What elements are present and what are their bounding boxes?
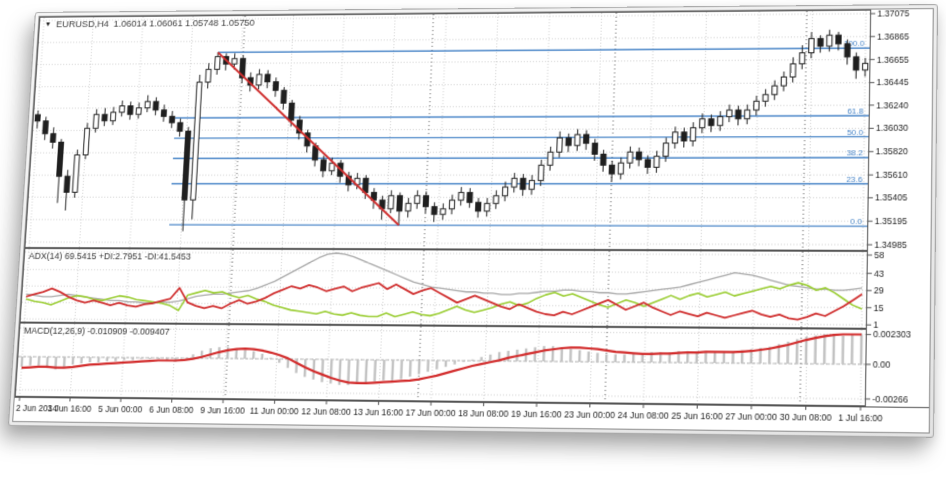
fib-level-label: 61.8 — [847, 106, 863, 116]
chart-ohlc: 1.06014 1.06061 1.05748 1.05750 — [113, 17, 255, 30]
time-axis-label: 23 Jun 00:00 — [564, 410, 616, 420]
time-axis-label: 25 Jun 16:00 — [671, 411, 723, 421]
price-axis-label: 1.35405 — [875, 193, 908, 203]
chart-canvas[interactable]: 100.061.850.038.223.60.01.370751.368651.… — [13, 9, 933, 432]
time-axis-label: 30 Jun 08:00 — [780, 412, 833, 423]
price-axis-label: 1.37075 — [877, 9, 910, 19]
price-axis-label: 1.36240 — [876, 101, 909, 111]
macd-axis-label: -0.00266 — [872, 395, 908, 405]
minus-di-line — [25, 281, 862, 320]
time-axis-label: 1 Jul 16:00 — [838, 413, 883, 423]
time-axis-label: 6 Jun 08:00 — [149, 405, 194, 415]
fib-level-label: 100.0 — [844, 39, 865, 49]
adx-axis-label: 43 — [874, 269, 885, 279]
adx-pane-title: ADX(14) 69.5415 +DI:2.7951 -DI:41.5453 — [28, 250, 192, 262]
time-axis-label: 13 Jun 16:00 — [353, 407, 404, 417]
price-axis[interactable]: 1.37075 1.36865 1.36655 1.36445 1.36240 1.360… — [868, 9, 910, 250]
time-axis-label: 12 Jun 08:00 — [301, 407, 351, 417]
time-axis-label: 11 Jun 00:00 — [250, 406, 300, 416]
fibonacci-retracement[interactable]: 100.0 61.8 50.0 38.2 23.6 0.0 — [169, 39, 871, 227]
main-chart-pane[interactable] — [25, 10, 871, 250]
adx-axis-label: 58 — [874, 251, 885, 261]
macd-axis[interactable]: 0.002303 0.00 -0.00266 — [866, 330, 912, 405]
time-axis-label: 3 Jun 16:00 — [47, 404, 92, 414]
fib-level-label: 23.6 — [846, 174, 862, 184]
price-axis-label: 1.36865 — [877, 32, 910, 42]
fib-level-label: 38.2 — [847, 148, 863, 158]
fib-level-label: 50.0 — [847, 127, 863, 137]
macd-axis-label: 0.002303 — [873, 330, 911, 340]
time-axis-label: 2 Jun 2014 — [16, 404, 58, 414]
price-axis-label: 1.36030 — [876, 124, 909, 134]
chart-symbol: EURUSD,H4 — [55, 19, 110, 31]
time-axis-label: 18 Jun 08:00 — [458, 409, 509, 419]
macd-pane-title: MACD(12,26,9) -0.010909 -0.009407 — [23, 325, 171, 337]
macd-histogram — [21, 328, 862, 390]
chart-surface[interactable]: ▼ EURUSD,H4 1.06014 1.06061 1.05748 1.05… — [12, 8, 934, 434]
adx-axis-label: 29 — [874, 286, 885, 296]
price-axis-label: 1.34985 — [874, 240, 907, 250]
time-axis-label: 9 Jun 16:00 — [200, 406, 245, 416]
chart-title-bar: ▼ EURUSD,H4 1.06014 1.06061 1.05748 1.05… — [44, 18, 255, 30]
symbol-dropdown-icon[interactable]: ▼ — [44, 21, 52, 29]
time-axis-label: 27 Jun 00:00 — [725, 412, 777, 422]
adx-axis[interactable]: 58 43 29 15 1 — [867, 251, 885, 331]
macd-axis-label: 0.00 — [873, 360, 891, 370]
time-axis-label: 5 Jun 00:00 — [98, 405, 143, 415]
price-axis-label: 1.35820 — [876, 147, 909, 157]
time-axis-label: 24 Jun 08:00 — [617, 411, 669, 421]
candlestick-series — [34, 29, 868, 232]
fib-level-label: 0.0 — [850, 217, 862, 227]
adx-axis-label: 1 — [873, 320, 879, 330]
time-axis-label: 19 Jun 16:00 — [511, 409, 562, 419]
price-axis-label: 1.35195 — [875, 217, 908, 227]
time-axis-label: 17 Jun 00:00 — [405, 408, 456, 418]
price-axis-label: 1.36655 — [877, 55, 910, 65]
chart-window: ▼ EURUSD,H4 1.06014 1.06061 1.05748 1.05… — [7, 3, 939, 438]
adx-axis-label: 15 — [873, 303, 884, 313]
price-axis-label: 1.36445 — [876, 78, 909, 88]
price-axis-label: 1.35610 — [875, 170, 908, 180]
